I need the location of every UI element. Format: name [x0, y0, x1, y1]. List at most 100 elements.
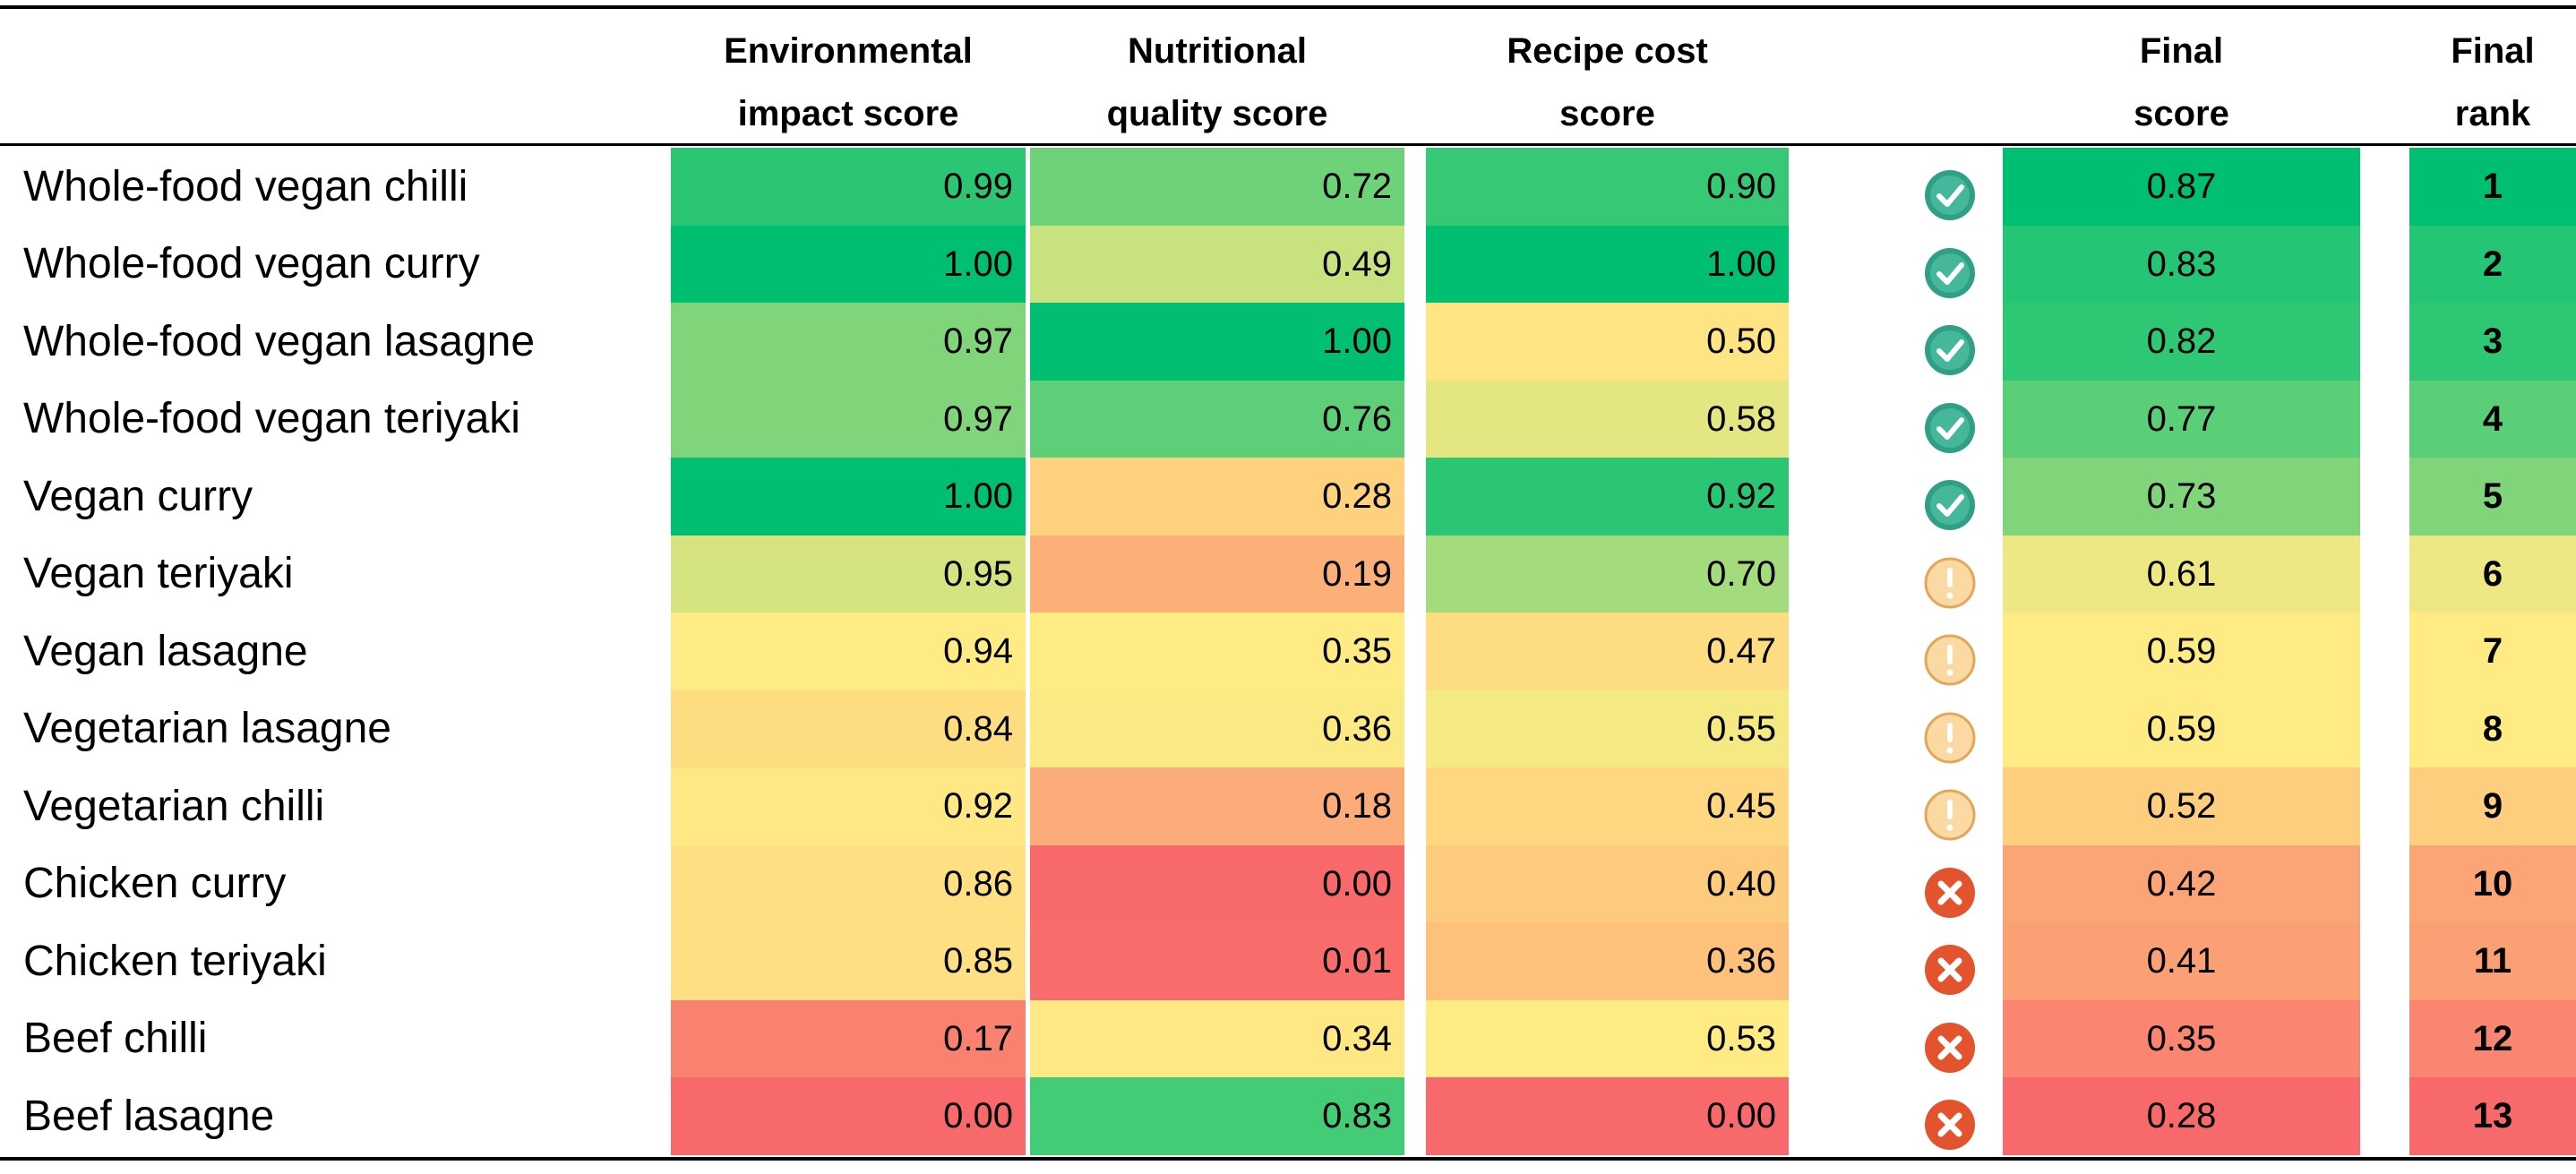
status-warning-icon	[1923, 556, 1977, 610]
final-score-cell: 0.59	[2003, 613, 2360, 690]
row-name: Chicken teriyaki	[23, 937, 327, 985]
nutritional-cell: 0.83	[1030, 1077, 1404, 1155]
cost-cell: 0.50	[1426, 303, 1789, 381]
bottom-rule	[0, 1157, 2576, 1161]
environmental-cell: 0.94	[671, 613, 1026, 690]
final-score-cell: 0.52	[2003, 767, 2360, 845]
nutritional-cell: 0.34	[1030, 999, 1404, 1078]
status-warning-icon	[1923, 711, 1977, 765]
row-name: Vegan lasagne	[23, 627, 308, 675]
final-rank-cell: 13	[2409, 1077, 2576, 1155]
final-score-cell: 0.83	[2003, 225, 2360, 304]
nutritional-cell: 0.00	[1030, 844, 1404, 923]
environmental-cell: 0.99	[671, 148, 1026, 226]
row-name: Beef lasagne	[23, 1092, 275, 1140]
row-name: Whole-food vegan curry	[23, 240, 480, 288]
final-rank-cell: 2	[2409, 225, 2576, 304]
nutritional-cell: 0.36	[1030, 690, 1404, 768]
cost-cell: 0.00	[1426, 1077, 1789, 1155]
environmental-cell: 0.86	[671, 844, 1026, 923]
row-name: Vegan curry	[23, 472, 253, 520]
status-fail-icon	[1923, 1098, 1977, 1152]
nutritional-cell: 0.19	[1030, 535, 1404, 613]
header-line: Final	[2139, 31, 2224, 71]
header-line: Environmental	[724, 31, 973, 71]
final-score-cell: 0.35	[2003, 999, 2360, 1078]
row-name: Whole-food vegan lasagne	[23, 317, 536, 365]
final-rank-cell: 4	[2409, 380, 2576, 458]
status-fail-icon	[1923, 1021, 1977, 1075]
environmental-cell: 1.00	[671, 225, 1026, 304]
final-rank-cell: 11	[2409, 922, 2576, 1000]
environmental-cell: 0.92	[671, 767, 1026, 845]
environmental-cell: 0.97	[671, 380, 1026, 458]
final-score-cell: 0.42	[2003, 844, 2360, 923]
nutritional-cell: 0.18	[1030, 767, 1404, 845]
row-name: Beef chilli	[23, 1015, 208, 1063]
nutritional-cell: 0.28	[1030, 458, 1404, 536]
column-header: Recipe cost score	[1426, 20, 1789, 145]
column-header: Environmental impact score	[671, 20, 1026, 145]
status-ok-icon	[1923, 246, 1977, 300]
column-header: Final score	[2003, 20, 2360, 145]
nutritional-cell: 0.35	[1030, 613, 1404, 690]
final-rank-cell: 12	[2409, 999, 2576, 1078]
final-score-cell: 0.61	[2003, 535, 2360, 613]
final-score-cell: 0.59	[2003, 690, 2360, 768]
cost-cell: 0.70	[1426, 535, 1789, 613]
nutritional-cell: 1.00	[1030, 303, 1404, 381]
final-rank-cell: 1	[2409, 148, 2576, 226]
environmental-cell: 1.00	[671, 458, 1026, 536]
cost-cell: 0.53	[1426, 999, 1789, 1078]
cost-cell: 0.47	[1426, 613, 1789, 690]
final-score-cell: 0.41	[2003, 922, 2360, 1000]
cost-cell: 0.90	[1426, 148, 1789, 226]
status-ok-icon	[1923, 478, 1977, 532]
final-rank-cell: 9	[2409, 767, 2576, 845]
column-header: Final rank	[2409, 20, 2576, 145]
status-warning-icon	[1923, 633, 1977, 687]
status-ok-icon	[1923, 323, 1977, 377]
row-name: Whole-food vegan teriyaki	[23, 395, 520, 443]
final-rank-cell: 7	[2409, 613, 2576, 690]
nutritional-cell: 0.01	[1030, 922, 1404, 1000]
cost-cell: 0.58	[1426, 380, 1789, 458]
row-name: Vegan teriyaki	[23, 550, 294, 598]
status-fail-icon	[1923, 866, 1977, 920]
column-header: Nutritional quality score	[1030, 20, 1404, 145]
header-line: score	[2134, 94, 2229, 133]
status-warning-icon	[1923, 788, 1977, 842]
final-rank-cell: 8	[2409, 690, 2576, 768]
cost-cell: 0.45	[1426, 767, 1789, 845]
row-name: Vegetarian lasagne	[23, 705, 391, 753]
environmental-cell: 0.84	[671, 690, 1026, 768]
status-ok-icon	[1923, 168, 1977, 222]
final-rank-cell: 6	[2409, 535, 2576, 613]
nutritional-cell: 0.72	[1030, 148, 1404, 226]
cost-cell: 0.40	[1426, 844, 1789, 923]
cost-cell: 1.00	[1426, 225, 1789, 304]
environmental-cell: 0.97	[671, 303, 1026, 381]
final-rank-cell: 5	[2409, 458, 2576, 536]
final-score-cell: 0.28	[2003, 1077, 2360, 1155]
row-name: Whole-food vegan chilli	[23, 162, 468, 210]
final-score-cell: 0.87	[2003, 148, 2360, 226]
nutritional-cell: 0.49	[1030, 225, 1404, 304]
environmental-cell: 0.85	[671, 922, 1026, 1000]
row-name: Chicken curry	[23, 860, 287, 908]
header-line: Nutritional	[1128, 31, 1307, 71]
header-line: Recipe cost	[1507, 31, 1708, 71]
environmental-cell: 0.00	[671, 1077, 1026, 1155]
status-fail-icon	[1923, 943, 1977, 997]
final-score-cell: 0.82	[2003, 303, 2360, 381]
final-score-cell: 0.73	[2003, 458, 2360, 536]
status-ok-icon	[1923, 401, 1977, 455]
header-line: Final	[2451, 31, 2535, 71]
header-line: rank	[2454, 94, 2531, 133]
final-score-cell: 0.77	[2003, 380, 2360, 458]
environmental-cell: 0.95	[671, 535, 1026, 613]
nutritional-cell: 0.76	[1030, 380, 1404, 458]
header-line: score	[1559, 94, 1655, 133]
cost-cell: 0.36	[1426, 922, 1789, 1000]
